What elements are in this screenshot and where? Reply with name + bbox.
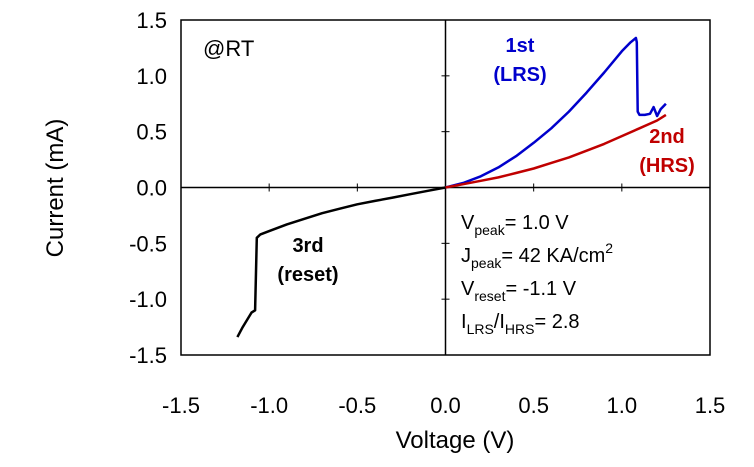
param-line: Vpeak= 1.0 V xyxy=(461,212,569,238)
series-label: (reset) xyxy=(277,264,338,286)
condition-label: @RT xyxy=(203,36,254,61)
param-line: Jpeak= 42 KA/cm2 xyxy=(461,240,613,271)
x-tick-label: 0.0 xyxy=(430,393,461,418)
param-line: ILRS/IHRS= 2.8 xyxy=(461,311,580,337)
x-axis-label: Voltage (V) xyxy=(396,427,515,454)
series-line-1 xyxy=(445,36,667,189)
x-tick-label: 1.5 xyxy=(695,393,726,418)
x-tick-label: -0.5 xyxy=(338,393,376,418)
series-labels: 1st (LRS) 2nd (HRS) 3rd (reset) xyxy=(277,35,694,286)
y-tick-label: -1.5 xyxy=(129,343,167,368)
series-label: 1st xyxy=(506,35,535,57)
x-tick-label: -1.5 xyxy=(162,393,200,418)
data-series xyxy=(236,36,667,338)
y-tick-label: 1.5 xyxy=(136,8,167,33)
series-label: 2nd xyxy=(649,126,685,148)
y-axis-label: Current (mA) xyxy=(42,119,69,258)
x-tick-label: -1.0 xyxy=(250,393,288,418)
y-tick-label: -0.5 xyxy=(129,231,167,256)
param-line: Vreset= -1.1 V xyxy=(461,278,577,304)
series-label: (LRS) xyxy=(493,64,546,86)
y-tick-label: 0.0 xyxy=(136,176,167,201)
series-line-3 xyxy=(236,186,446,338)
x-tick-label: 0.5 xyxy=(518,393,549,418)
series-label: 3rd xyxy=(292,235,323,257)
y-tick-label: 0.5 xyxy=(136,120,167,145)
y-tick-label: -1.0 xyxy=(129,287,167,312)
y-tick-label: 1.0 xyxy=(136,64,167,89)
tick-labels: -1.5 -1.0 -0.5 0.0 0.5 1.0 1.5 1.5 1.0 0.5 0.0 -0.5… xyxy=(129,8,725,418)
series-line-2 xyxy=(445,113,667,189)
series-label: (HRS) xyxy=(639,155,695,177)
x-tick-label: 1.0 xyxy=(607,393,638,418)
